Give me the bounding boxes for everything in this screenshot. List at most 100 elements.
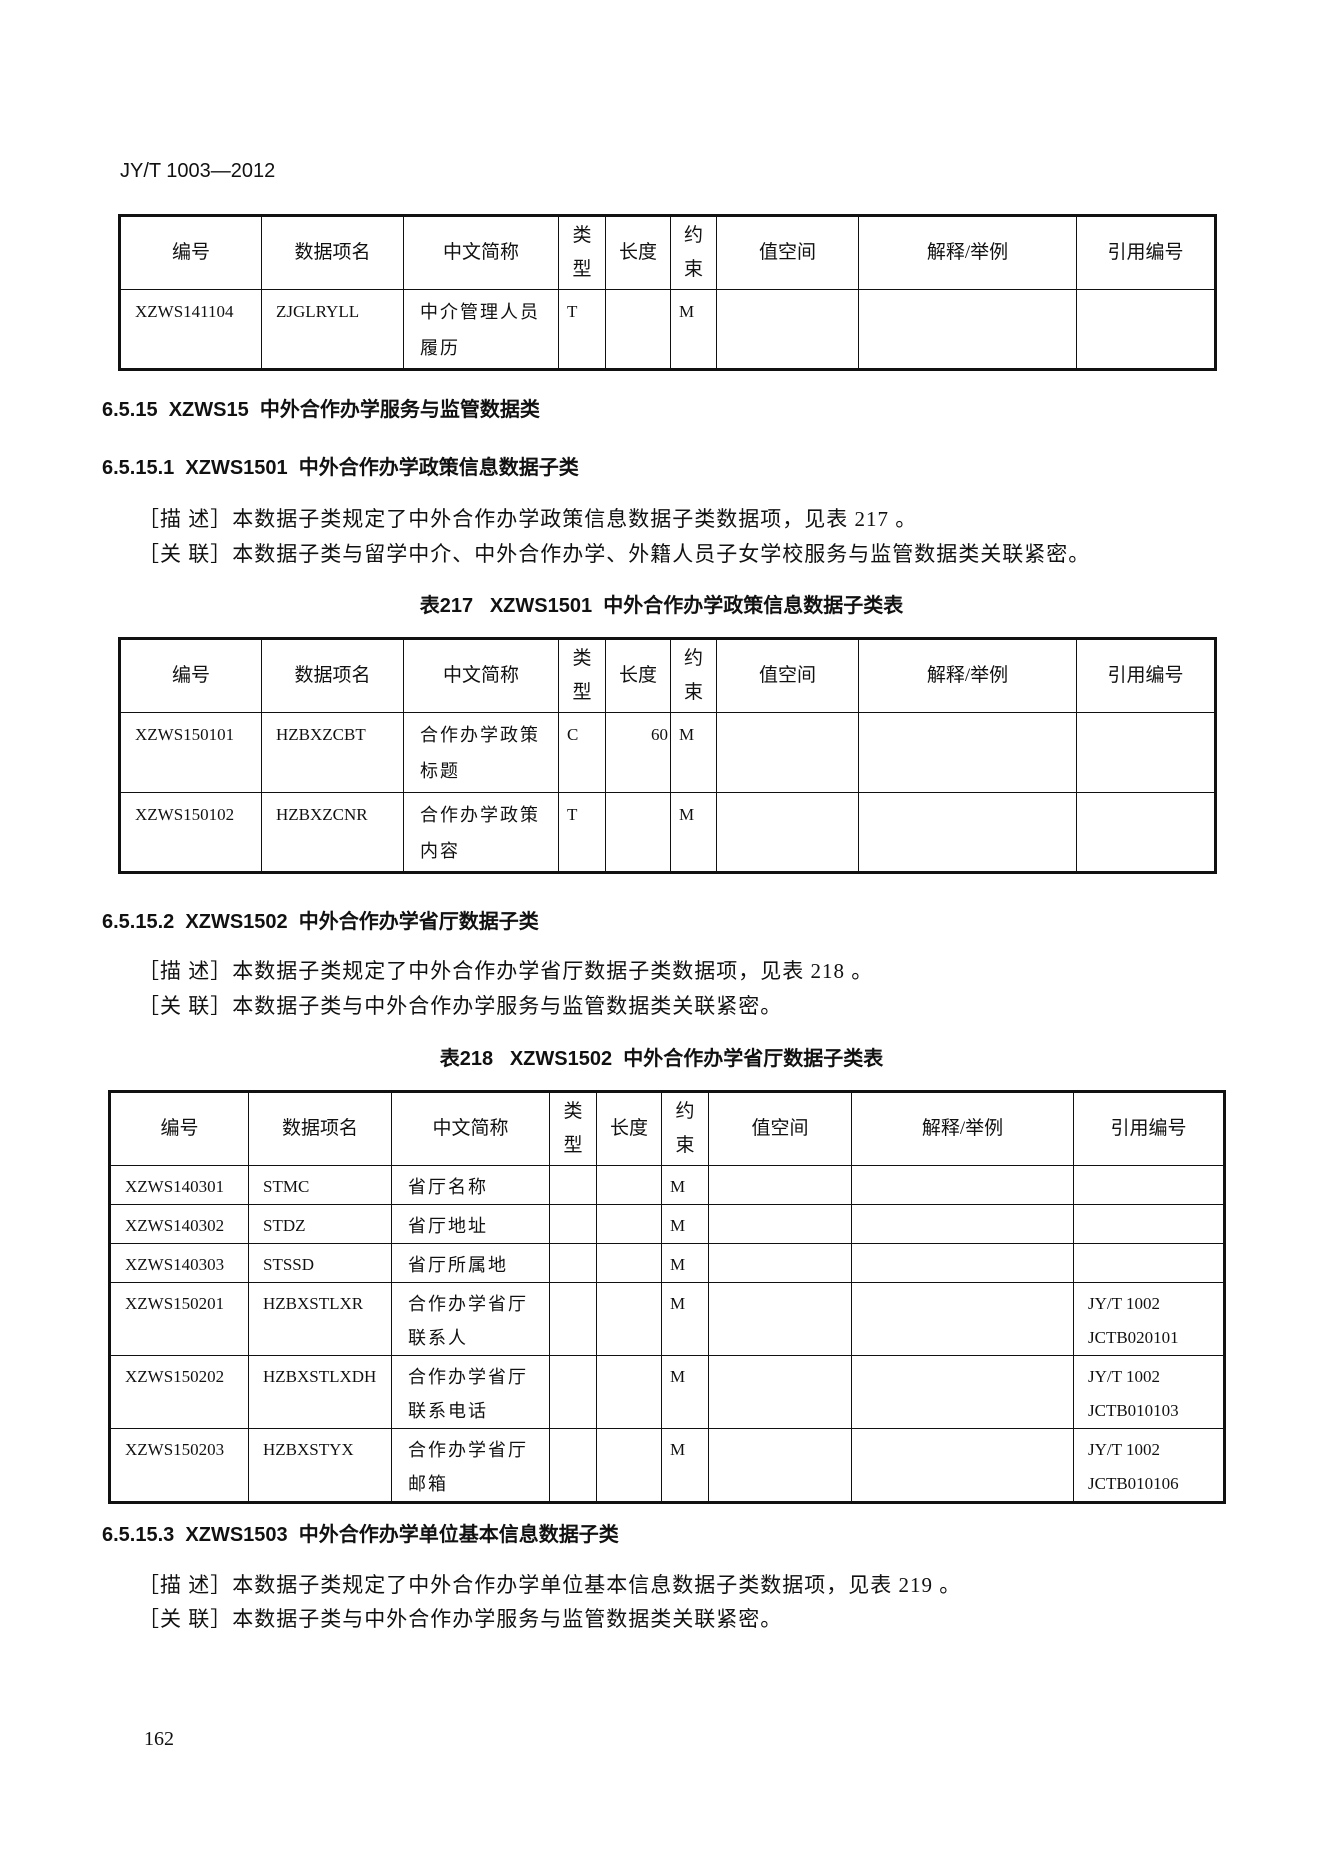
relation: ［关 联］本数据子类与中外合作办学服务与监管数据类关联紧密。 xyxy=(138,1607,783,1631)
table-cell: T xyxy=(558,289,606,370)
table-row: XZWS150102 HZBXZCNR 合作办学政策内容 T M xyxy=(119,792,1216,873)
table-cell: M xyxy=(661,1282,709,1356)
table-title: 表218 XZWS1502 中外合作办学省厅数据子类表 xyxy=(439,1048,884,1070)
table-cell: M xyxy=(670,289,717,370)
section-heading: 6.5.15 XZWS15 中外合作办学服务与监管数据类 xyxy=(102,399,540,421)
table-cell: 中介管理人员履历 xyxy=(403,289,559,370)
column-header: 长度 xyxy=(605,638,671,713)
table-cell xyxy=(858,289,1077,370)
column-header: 解释/举例 xyxy=(858,638,1077,713)
column-header: 值空间 xyxy=(716,638,859,713)
table-cell: HZBXZCBT xyxy=(261,712,404,793)
table-cell xyxy=(596,1243,662,1283)
table-cell: JY/T 1002 JCTB010103 xyxy=(1073,1355,1225,1429)
header-row: 编号 数据项名 中文简称 类型 长度 约束 值空间 解释/举例 引用编号 xyxy=(119,638,1216,713)
table-row: XZWS140301 STMC 省厅名称 M xyxy=(109,1165,1225,1205)
table-cell xyxy=(851,1243,1074,1283)
table-cell: STDZ xyxy=(248,1204,392,1244)
table-row: XZWS141104 ZJGLRYLL 中介管理人员履历 T M xyxy=(119,289,1216,370)
table-title: 表217 XZWS1501 中外合作办学政策信息数据子类表 xyxy=(419,595,904,617)
table-cell: M xyxy=(661,1165,709,1205)
table-cell: T xyxy=(558,792,606,873)
table-cell xyxy=(596,1355,662,1429)
description: ［描 述］本数据子类规定了中外合作办学省厅数据子类数据项，见表 218 。 xyxy=(138,959,874,983)
description: ［描 述］本数据子类规定了中外合作办学政策信息数据子类数据项，见表 217 。 xyxy=(138,507,918,531)
table-cell: JY/T 1002 JCTB020101 xyxy=(1073,1282,1225,1356)
table-cell xyxy=(1073,1243,1225,1283)
table-cell: XZWS140302 xyxy=(109,1204,249,1244)
column-header: 编号 xyxy=(119,638,262,713)
table-row: XZWS150203 HZBXSTYX 合作办学省厅邮箱 M JY/T 1002 JCT… xyxy=(109,1428,1225,1503)
column-header: 编号 xyxy=(119,215,262,290)
data-table: 编号 数据项名 中文简称 类型 长度 约束 值空间 解释/举例 引用编号 XZWS150101 HZ… xyxy=(118,637,1217,874)
table-cell: 合作办学省厅联系电话 xyxy=(391,1355,550,1429)
table-cell: 省厅名称 xyxy=(391,1165,550,1205)
column-header: 值空间 xyxy=(708,1091,852,1166)
column-header: 长度 xyxy=(596,1091,662,1166)
table-cell xyxy=(851,1282,1074,1356)
table-cell: XZWS150203 xyxy=(109,1428,249,1503)
column-header: 数据项名 xyxy=(261,638,404,713)
table-cell xyxy=(549,1204,597,1244)
table-cell: M xyxy=(670,792,717,873)
table-cell: HZBXSTYX xyxy=(248,1428,392,1503)
page-number: 162 xyxy=(144,1728,174,1750)
table-cell xyxy=(851,1355,1074,1429)
table-cell xyxy=(708,1204,852,1244)
table-cell: 合作办学省厅联系人 xyxy=(391,1282,550,1356)
header-row: 编号 数据项名 中文简称 类型 长度 约束 值空间 解释/举例 引用编号 xyxy=(119,215,1216,290)
table-cell xyxy=(549,1243,597,1283)
relation: ［关 联］本数据子类与中外合作办学服务与监管数据类关联紧密。 xyxy=(138,994,783,1018)
table-cell xyxy=(549,1355,597,1429)
table-cell xyxy=(596,1428,662,1503)
table-cell xyxy=(549,1165,597,1205)
table-cell: ZJGLRYLL xyxy=(261,289,404,370)
table-cell: JY/T 1002 JCTB010106 xyxy=(1073,1428,1225,1503)
table-cell xyxy=(858,712,1077,793)
table-cell xyxy=(716,289,859,370)
column-header: 类型 xyxy=(549,1091,597,1166)
table-cell: M xyxy=(661,1204,709,1244)
column-header: 引用编号 xyxy=(1076,638,1216,713)
column-header: 中文简称 xyxy=(403,215,559,290)
table-cell xyxy=(596,1282,662,1356)
table-cell xyxy=(708,1165,852,1205)
table-cell: XZWS150102 xyxy=(119,792,262,873)
subsection-heading: 6.5.15.1 XZWS1501 中外合作办学政策信息数据子类 xyxy=(102,457,579,479)
table-cell xyxy=(596,1165,662,1205)
column-header: 中文简称 xyxy=(391,1091,550,1166)
table-cell xyxy=(708,1355,852,1429)
table-cell: HZBXSTLXR xyxy=(248,1282,392,1356)
table-cell: 合作办学政策标题 xyxy=(403,712,559,793)
table-cell: M xyxy=(661,1243,709,1283)
table-cell xyxy=(549,1282,597,1356)
column-header: 中文简称 xyxy=(403,638,559,713)
table-cell: XZWS140301 xyxy=(109,1165,249,1205)
subsection-heading: 6.5.15.2 XZWS1502 中外合作办学省厅数据子类 xyxy=(102,911,539,933)
table-row: XZWS140302 STDZ 省厅地址 M xyxy=(109,1204,1225,1244)
column-header: 引用编号 xyxy=(1076,215,1216,290)
column-header: 编号 xyxy=(109,1091,249,1166)
column-header: 解释/举例 xyxy=(858,215,1077,290)
table-cell: STMC xyxy=(248,1165,392,1205)
table-cell: 合作办学省厅邮箱 xyxy=(391,1428,550,1503)
table-cell xyxy=(851,1165,1074,1205)
table-cell: 合作办学政策内容 xyxy=(403,792,559,873)
table-cell xyxy=(716,792,859,873)
page-header: JY/T 1003—2012 xyxy=(120,160,276,182)
table-cell: HZBXSTLXDH xyxy=(248,1355,392,1429)
table-cell xyxy=(851,1428,1074,1503)
column-header: 约束 xyxy=(670,638,717,713)
table-cell xyxy=(708,1243,852,1283)
table-cell xyxy=(858,792,1077,873)
table-cell: STSSD xyxy=(248,1243,392,1283)
table-cell xyxy=(605,289,671,370)
column-header: 数据项名 xyxy=(248,1091,392,1166)
header-row: 编号 数据项名 中文简称 类型 长度 约束 值空间 解释/举例 引用编号 xyxy=(109,1091,1225,1166)
table-cell: HZBXZCNR xyxy=(261,792,404,873)
table-cell xyxy=(1076,289,1216,370)
table-cell xyxy=(1076,792,1216,873)
table-cell: XZWS150201 xyxy=(109,1282,249,1356)
column-header: 约束 xyxy=(670,215,717,290)
